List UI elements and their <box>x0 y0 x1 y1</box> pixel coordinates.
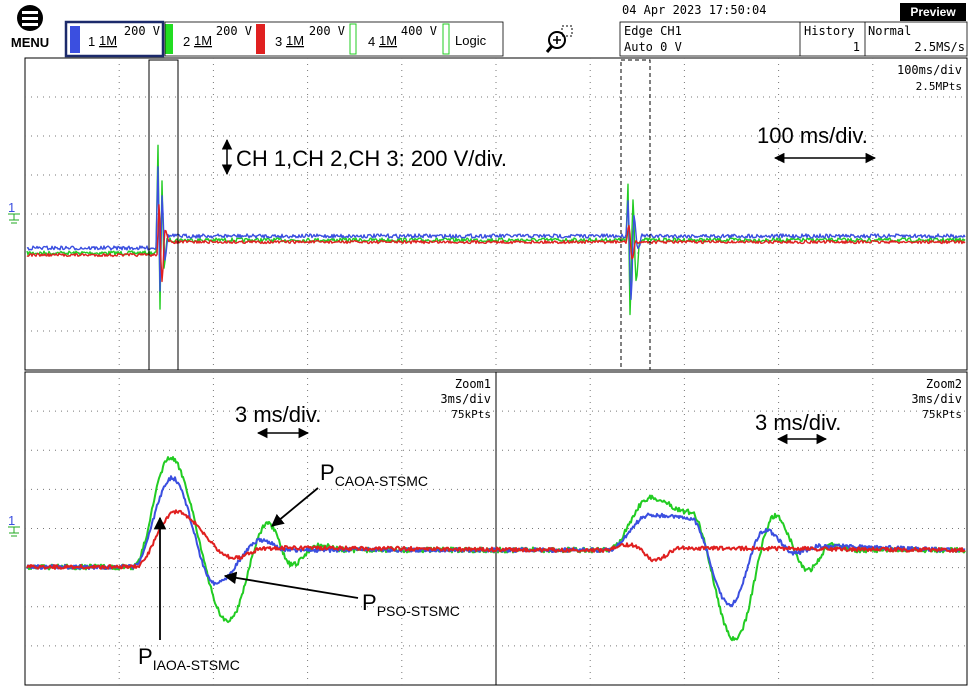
zoom2-window <box>621 60 650 370</box>
curve-label: PPSO-STSMC <box>362 590 460 619</box>
channel-number: 4 <box>368 34 375 49</box>
trigger-level: Auto 0 V <box>624 40 682 54</box>
channel-scale: 200 V <box>124 24 160 38</box>
zoom2-timebase: 3ms/div <box>911 392 962 406</box>
channel-impedance: 1M <box>379 33 397 48</box>
curve-label: PIAOA-STSMC <box>138 644 240 673</box>
ch4-swatch <box>350 24 356 54</box>
label-sub: IAOA-STSMC <box>153 657 240 673</box>
channel-number: 1 <box>88 34 95 49</box>
mode: Preview <box>910 5 956 19</box>
ch2-swatch <box>165 24 173 54</box>
annotation-time: 100 ms/div. <box>757 123 868 148</box>
channel-impedance: 1M <box>286 33 304 48</box>
channel-scale: 200 V <box>216 24 252 38</box>
zoom1-annotation-time: 3 ms/div. <box>235 402 321 427</box>
channel-scale: 200 V <box>309 24 345 38</box>
zoom2-name: Zoom2 <box>926 377 962 391</box>
waveform <box>27 167 965 299</box>
label-main: P <box>362 590 377 615</box>
channel-impedance: 1M <box>99 33 117 48</box>
trigger: Edge CH1 <box>624 24 682 38</box>
ch3-swatch <box>256 24 265 54</box>
svg-text:1: 1 <box>8 200 15 215</box>
scope-screen: MENU 1 1M 200 V 2 1M 200 V 3 1M 200 V 4 1M 400 V Lo… <box>0 0 970 687</box>
annotation-scale: CH 1,CH 2,CH 3: 200 V/div. <box>236 146 507 171</box>
acquisition: Normal <box>868 24 911 38</box>
sample-rate: 2.5MS/s <box>914 40 965 54</box>
label-sub: PSO-STSMC <box>377 603 460 619</box>
zoom2-points: 75kPts <box>922 408 962 421</box>
history-label: History <box>804 24 855 38</box>
ground-marker: 1 <box>8 513 20 536</box>
zoom1-points: 75kPts <box>451 408 491 421</box>
menu-label: MENU <box>11 35 49 50</box>
zoom1-name: Zoom1 <box>455 377 491 391</box>
svg-text:1: 1 <box>8 513 15 528</box>
channel-number: 3 <box>275 34 282 49</box>
channel-number: 2 <box>183 34 190 49</box>
history-count: 1 <box>853 40 860 54</box>
logic-swatch <box>443 24 449 54</box>
zoom1-timebase: 3ms/div <box>440 392 491 406</box>
channel-impedance: 1M <box>194 33 212 48</box>
ground-marker: 1 <box>8 200 20 223</box>
channel-scale: 400 V <box>401 24 437 38</box>
main-points: 2.5MPts <box>916 80 962 93</box>
logic-label[interactable]: Logic <box>455 33 487 48</box>
datetime: 04 Apr 2023 17:50:04 <box>622 3 767 17</box>
main-timebase: 100ms/div <box>897 63 962 77</box>
label-sub: CAOA-STSMC <box>335 473 428 489</box>
menu-button[interactable]: MENU <box>11 5 49 50</box>
label-main: P <box>138 644 153 669</box>
zoom2-annotation-time: 3 ms/div. <box>755 410 841 435</box>
curve-label: PCAOA-STSMC <box>320 460 428 489</box>
label-main: P <box>320 460 335 485</box>
zoom-icon[interactable] <box>547 26 572 52</box>
ch1-swatch <box>70 26 80 53</box>
